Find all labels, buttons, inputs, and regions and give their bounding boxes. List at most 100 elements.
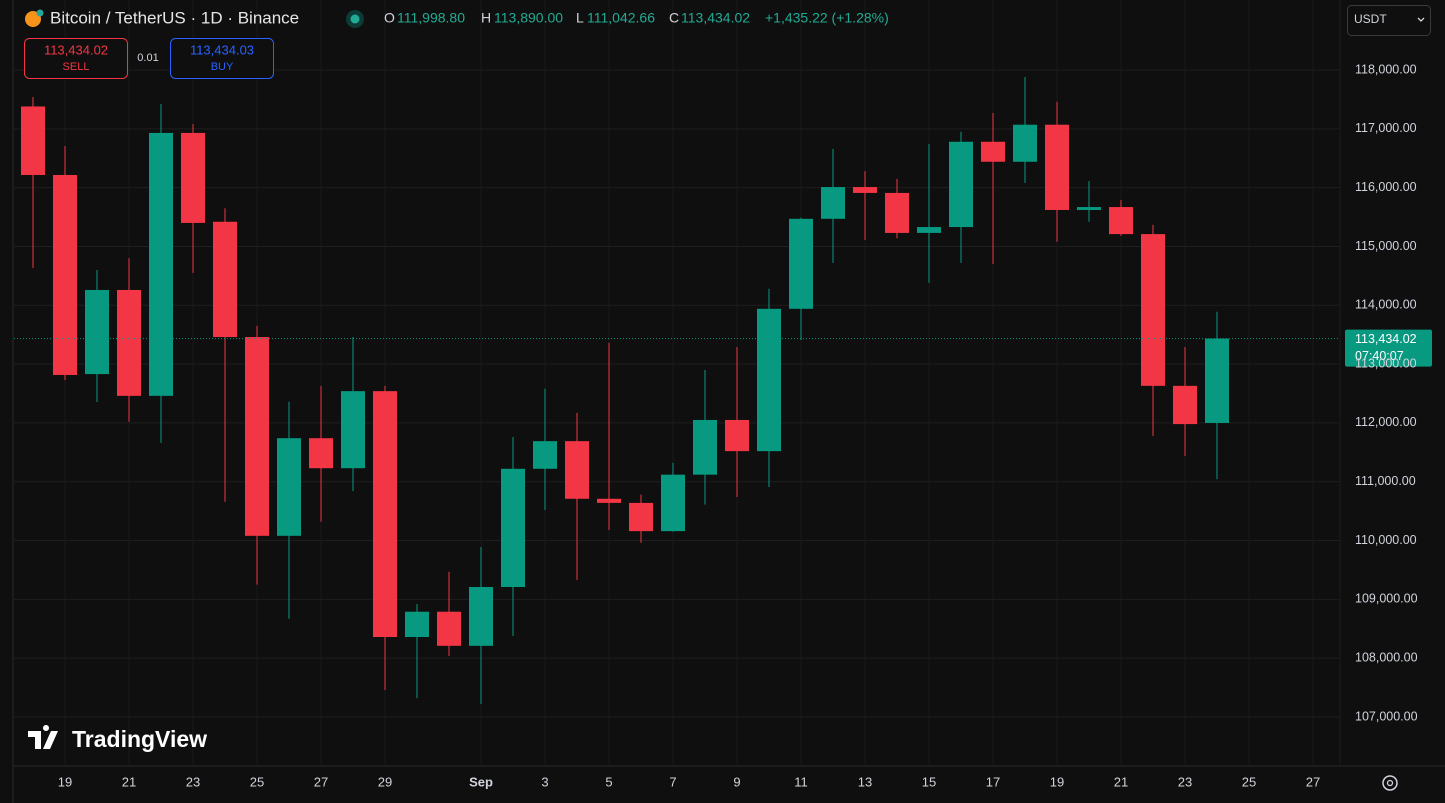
candle-body [405,611,429,638]
buy-box[interactable] [170,38,274,79]
logo-text: TradingView [72,726,207,752]
countdown: 07:40:07 [1355,349,1404,363]
x-tick-label: 19 [58,774,72,789]
candle-body [1141,234,1165,386]
legend-low-label: L [576,10,584,26]
y-tick-label: 110,000.00 [1355,533,1417,547]
x-tick-label: 23 [1178,774,1192,789]
candle-body [149,132,173,396]
buy-label[interactable]: BUY [211,61,234,73]
x-tick-label: 21 [122,774,136,789]
x-tick-label: 25 [1242,774,1256,789]
dropdown-arrow [1417,17,1425,22]
candle-body [245,337,269,536]
legend-low: 111,042.66 [587,10,655,26]
candle-body [693,419,717,475]
candle-body [117,289,141,396]
sell-button[interactable]: 113,434.02 SELL [24,38,128,79]
candle-body [53,174,77,375]
x-tick-label: 23 [186,774,200,789]
x-tick-label: 3 [541,774,548,789]
candle-body [725,419,749,452]
candle-body [757,308,781,452]
x-tick-label: 9 [733,774,740,789]
y-tick-label: 114,000.00 [1355,298,1417,312]
x-tick-label: 25 [250,774,264,789]
y-tick-label: 117,000.00 [1355,121,1417,135]
sell-price[interactable]: 113,434.02 [44,42,108,57]
legend-change: +1,435.22 (+1.28%) [765,10,889,26]
candle-body [1013,124,1037,162]
logo-mark [28,725,58,749]
candle-body [1205,338,1229,423]
status-dot [350,14,360,24]
price-label: 113,434.02 [1355,332,1417,346]
candle-body [565,441,589,499]
candle-body [1109,207,1133,235]
currency-dropdown[interactable] [1347,5,1431,36]
x-tick-label: 29 [378,774,392,789]
y-tick-label: 111,000.00 [1355,474,1416,488]
buy-price[interactable]: 113,434.03 [190,42,254,57]
settings-icon[interactable] [1382,775,1398,791]
candle-body [1077,207,1101,210]
legend-open: 111,998.80 [397,10,465,26]
candle-body [501,468,525,588]
x-tick-label: 13 [858,774,872,789]
coin-badge [36,9,44,17]
candle-body [597,498,621,503]
candle-body [917,227,941,233]
candle-body [437,611,461,646]
candle-body [533,441,557,469]
candle-body [885,192,909,233]
x-tick-label: 27 [314,774,328,789]
y-tick-label: 107,000.00 [1355,709,1418,723]
settings-icon-center[interactable] [1386,779,1394,787]
y-tick-label: 109,000.00 [1355,592,1418,606]
candle-body [181,132,205,223]
legend-close: 113,434.02 [681,10,750,26]
candle-body [85,289,109,375]
x-tick-label: 17 [986,774,1000,789]
currency[interactable]: USDT [1354,12,1387,26]
buy-button[interactable]: 113,434.03 BUY [170,38,274,79]
sell-box[interactable] [24,38,128,79]
overlay: 113,434.02 07:40:07 [14,329,1432,367]
legend-high-label: H [481,10,491,26]
quantity[interactable]: 0.01 [137,52,158,64]
x-tick-label: Sep [469,774,493,789]
x-tick-label: 27 [1306,774,1320,789]
x-tick-label: 11 [794,774,808,789]
legend-close-label: C [669,10,679,26]
chart-title: Bitcoin / TetherUS · 1D · Binance [50,8,299,27]
candles [21,77,1229,705]
candle-body [789,218,813,309]
y-tick-label: 116,000.00 [1355,180,1417,194]
legend-open-label: O [384,10,395,26]
candle-body [309,438,333,469]
candle-body [469,587,493,646]
x-tick-label: 7 [669,774,676,789]
sell-label[interactable]: SELL [63,61,90,73]
y-tick-label: 113,000.00 [1355,356,1417,370]
x-tick-label: 21 [1114,774,1128,789]
x-tick-label: 15 [922,774,936,789]
y-tick-label: 108,000.00 [1355,650,1418,664]
candle-body [981,141,1005,162]
candle-body [277,438,301,536]
candle-body [373,391,397,638]
price-label-box [1345,329,1432,367]
grid [14,0,1340,766]
legend-high: 113,890.00 [494,10,563,26]
candle-body [949,141,973,228]
candle-body [661,474,685,532]
candle-body [21,106,45,175]
x-tick-label: 5 [605,774,612,789]
candle-body [213,221,237,338]
y-tick-label: 112,000.00 [1355,415,1417,429]
candle-body [1173,385,1197,425]
candle-body [1045,124,1069,210]
